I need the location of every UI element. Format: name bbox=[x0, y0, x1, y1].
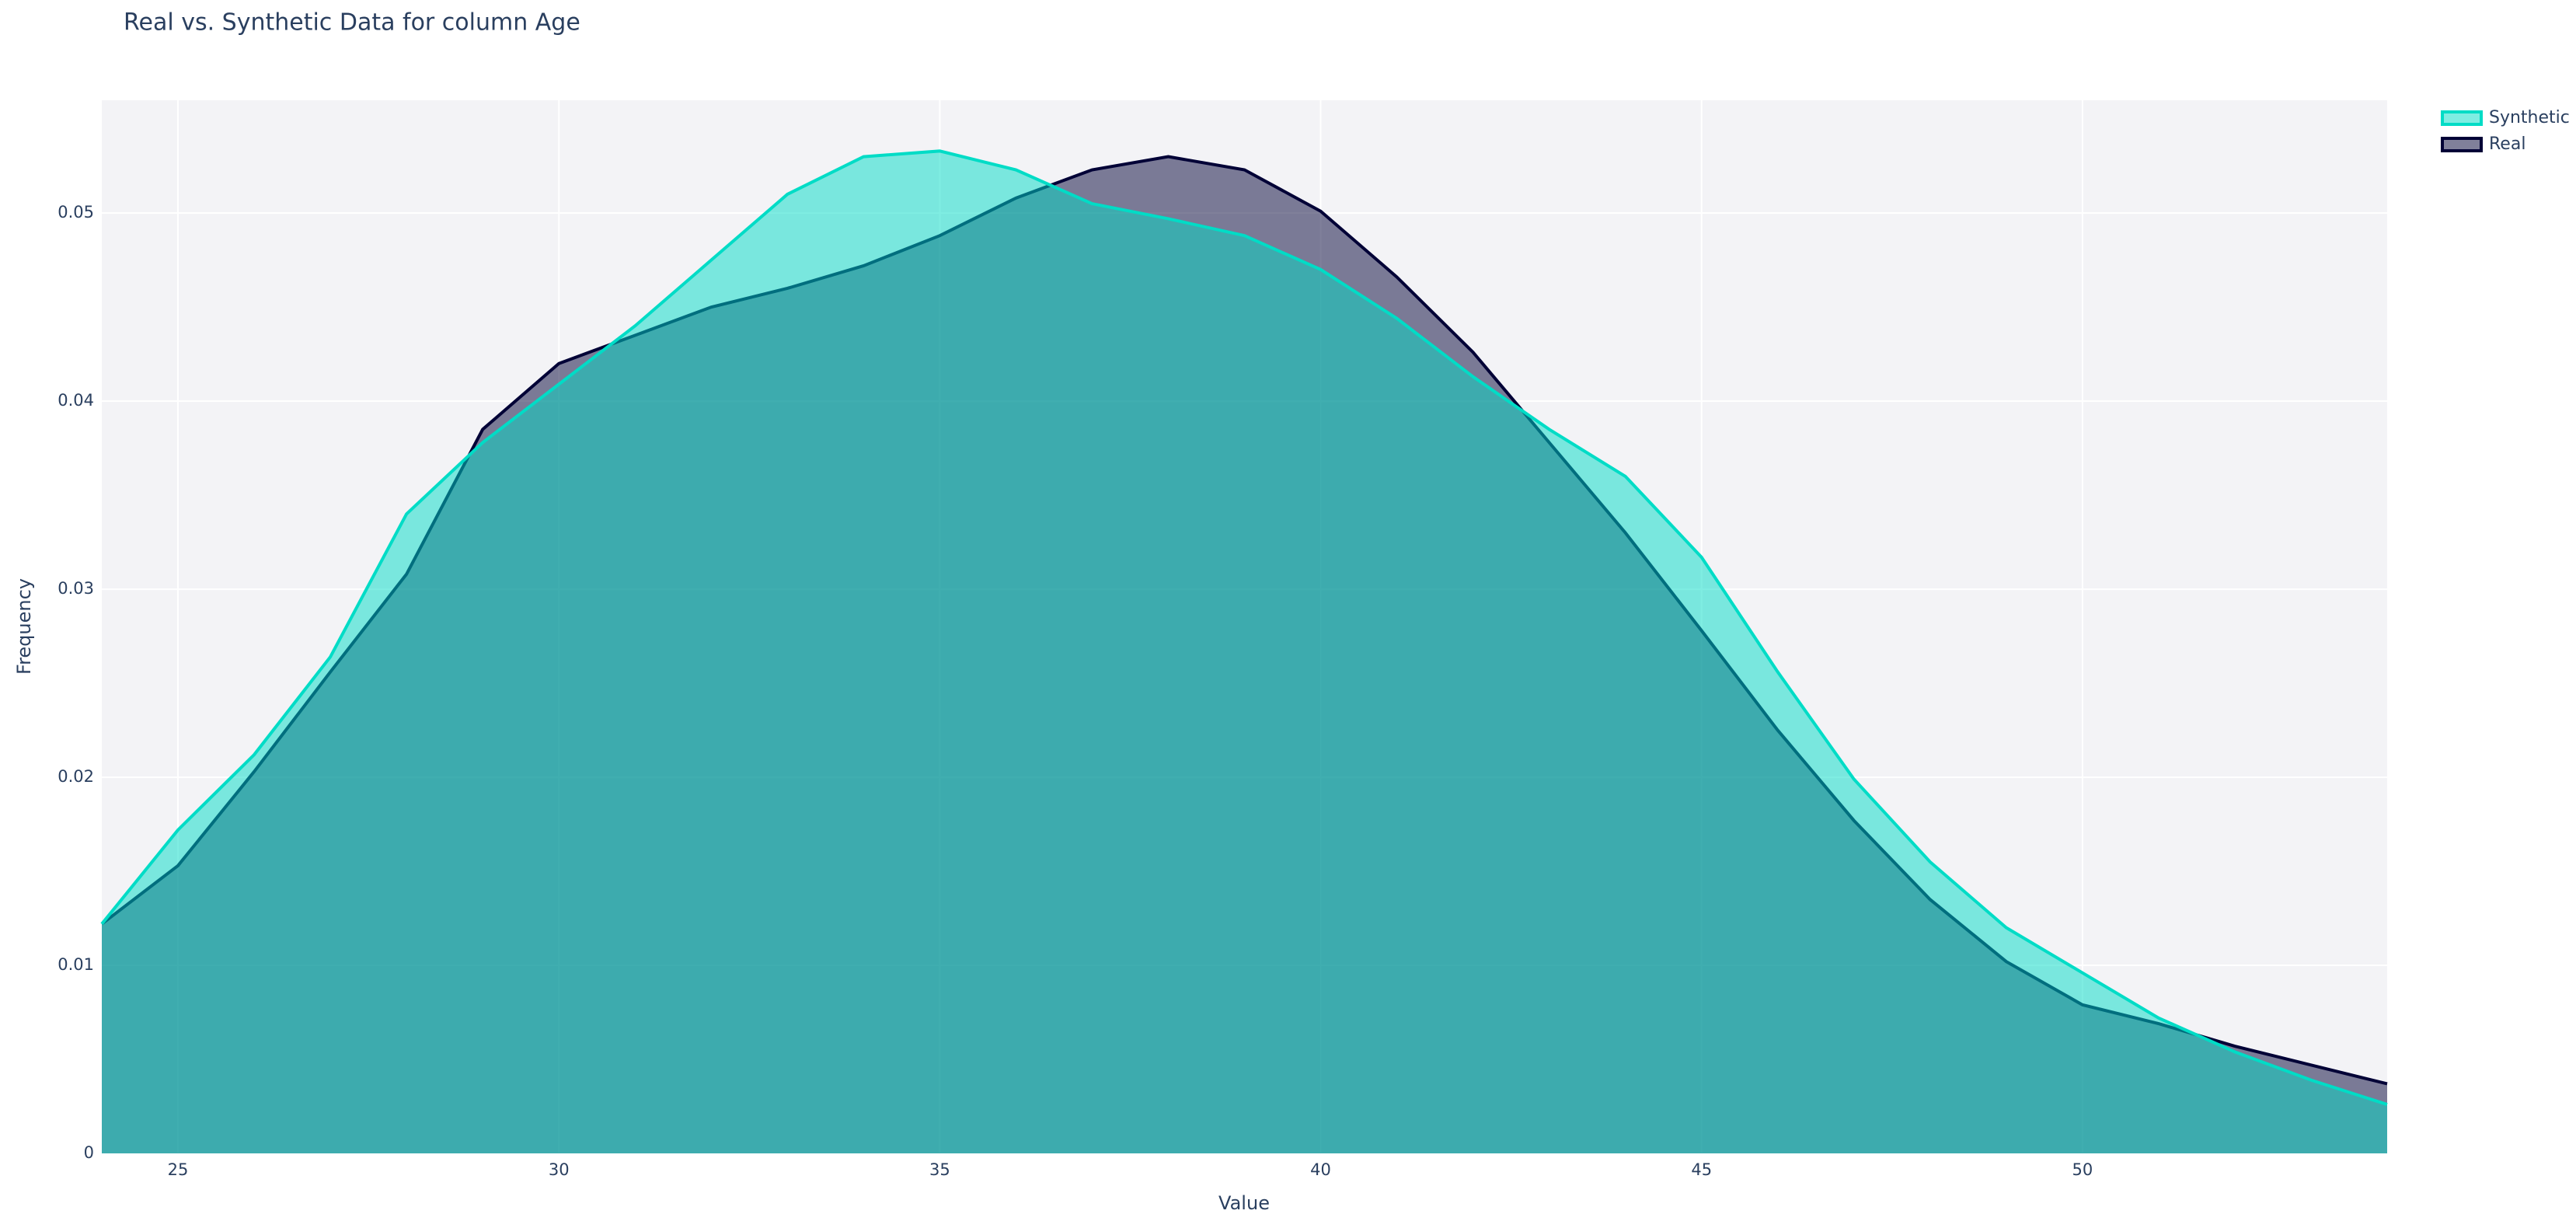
legend-label[interactable]: Synthetic bbox=[2489, 108, 2570, 127]
x-tick-label: 25 bbox=[168, 1160, 189, 1179]
x-tick-label: 30 bbox=[549, 1160, 570, 1179]
legend-swatch[interactable] bbox=[2441, 137, 2483, 152]
y-tick-label: 0.01 bbox=[58, 955, 94, 974]
y-tick-label: 0.03 bbox=[58, 579, 94, 598]
x-tick-label: 50 bbox=[2072, 1160, 2093, 1179]
y-tick-label: 0.04 bbox=[58, 391, 94, 410]
y-tick-label: 0.05 bbox=[58, 203, 94, 222]
x-tick-label: 45 bbox=[1691, 1160, 1712, 1179]
legend-label[interactable]: Real bbox=[2489, 134, 2525, 154]
y-axis-label: Frequency bbox=[13, 578, 35, 675]
y-tick-label: 0.02 bbox=[58, 767, 94, 786]
x-tick-label: 40 bbox=[1310, 1160, 1331, 1179]
chart-title: Real vs. Synthetic Data for column Age bbox=[124, 9, 580, 37]
legend-swatch[interactable] bbox=[2441, 110, 2483, 126]
area bbox=[102, 151, 2387, 1154]
x-tick-label: 35 bbox=[929, 1160, 950, 1179]
y-tick-label: 0 bbox=[84, 1143, 94, 1162]
line bbox=[100, 149, 2388, 1106]
x-axis-label: Value bbox=[1218, 1192, 1270, 1214]
